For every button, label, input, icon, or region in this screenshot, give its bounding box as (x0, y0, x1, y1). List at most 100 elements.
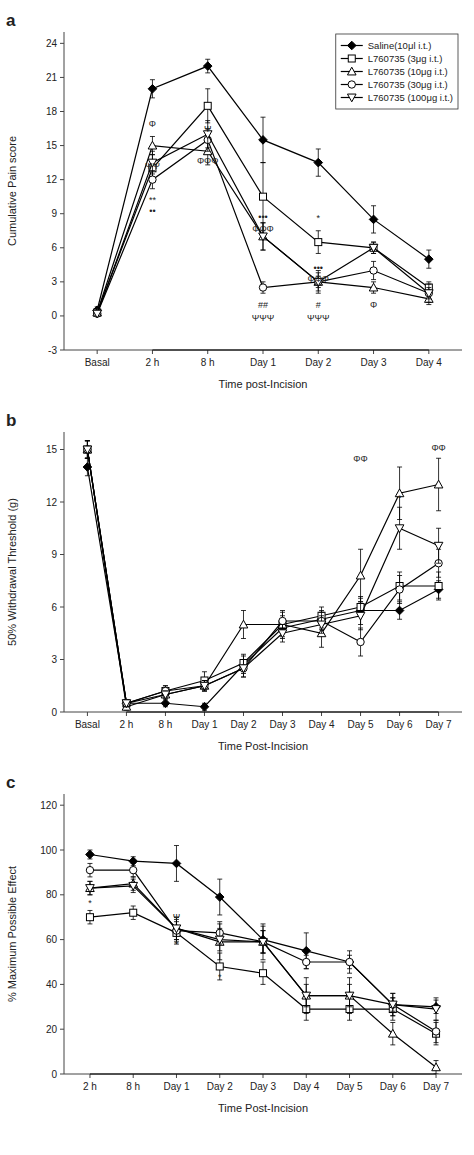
data-point (93, 310, 102, 318)
data-point (259, 284, 266, 291)
annotation: ΦΦΦ (197, 156, 219, 166)
data-point (279, 617, 286, 624)
figure: a-303691215182124Basal2 h8 hDay 1Day 2Da… (0, 0, 474, 1155)
data-point (315, 239, 322, 246)
y-tick (60, 179, 64, 180)
x-tick-label: 8 h (201, 357, 215, 368)
y-tick-label: 12 (46, 174, 58, 185)
data-point (432, 1063, 441, 1071)
legend-label: L760735 (100μg i.t.) (368, 92, 453, 103)
y-axis-label: 50% Withdrawal Threshold (g) (6, 498, 18, 646)
y-axis-line (64, 432, 65, 712)
bracket (152, 349, 428, 350)
data-point (216, 963, 223, 970)
plot-area (86, 846, 441, 1074)
data-point (302, 947, 311, 956)
y-tick-label: 9 (51, 549, 57, 560)
data-point (395, 525, 404, 533)
data-point (425, 255, 434, 264)
data-point (86, 885, 95, 893)
legend-marker (347, 41, 356, 50)
x-axis-label: Time Post-Incision (218, 1102, 308, 1114)
annotation: ΦΦΦ (308, 274, 330, 284)
x-tick-label: Day 1 (191, 719, 218, 730)
y-tick-label: 60 (46, 934, 58, 945)
data-point (356, 612, 365, 620)
error-bar (87, 910, 92, 923)
data-point (369, 244, 378, 252)
data-point (86, 914, 93, 921)
y-tick-label: 12 (46, 497, 58, 508)
y-tick-label: 6 (51, 602, 57, 613)
annotation: * (175, 939, 179, 949)
y-tick-label: 15 (46, 140, 58, 151)
x-axis-line (64, 1074, 462, 1075)
data-point (86, 884, 95, 892)
y-tick-label: 3 (51, 276, 57, 287)
legend-item: L760735 (3μg i.t.) (341, 53, 443, 64)
series (93, 136, 433, 315)
y-tick (60, 939, 64, 940)
x-axis-label: Time post-Incision (219, 378, 308, 390)
data-point (239, 620, 248, 628)
y-tick (60, 350, 64, 351)
series (86, 846, 441, 1016)
x-tick-label: Basal (75, 719, 100, 730)
data-point (123, 700, 130, 707)
data-point (425, 290, 434, 298)
data-point (172, 925, 181, 933)
x-tick-label: Day 1 (250, 357, 277, 368)
x-tick-label: Day 5 (336, 1081, 363, 1092)
x-tick-label: 8 h (158, 719, 172, 730)
error-bar (131, 906, 136, 919)
legend-label: L760735 (3μg i.t.) (368, 53, 443, 64)
data-point (260, 193, 267, 200)
data-point (123, 700, 130, 707)
data-point (200, 681, 209, 689)
annotation: ΨΨΨ (252, 313, 275, 323)
data-point (396, 586, 403, 593)
y-axis-line (64, 794, 65, 1074)
error-bar (205, 89, 210, 123)
series-line (90, 886, 436, 1009)
data-point (302, 992, 311, 1000)
series-line (90, 854, 436, 1006)
data-point (425, 290, 432, 297)
series (93, 129, 432, 318)
data-point (161, 699, 170, 708)
y-tick-label: -3 (48, 345, 57, 356)
annotation: ΦΦ (353, 454, 367, 464)
legend: Saline(10μl i.t.) L760735 (3μg i.t.) L7607… (336, 34, 458, 109)
annotation: Φ (149, 119, 156, 129)
data-point (259, 938, 268, 946)
data-point (395, 606, 404, 615)
y-tick-label: 18 (46, 106, 58, 117)
data-point (83, 445, 92, 453)
series-line (90, 913, 436, 1034)
series-line (87, 450, 438, 704)
data-point (203, 62, 212, 71)
data-point (130, 866, 137, 873)
data-point (240, 665, 247, 672)
y-tick (60, 712, 64, 713)
x-tick-label: 2 h (119, 719, 133, 730)
x-tick-label: 8 h (126, 1081, 140, 1092)
data-point (434, 480, 443, 488)
series-line (87, 450, 438, 704)
data-point (215, 893, 224, 902)
y-tick-label: 24 (46, 38, 58, 49)
annotation: ΦΦ (431, 443, 445, 453)
x-tick-label: Day 2 (207, 1081, 234, 1092)
x-tick (97, 350, 98, 354)
data-point (122, 700, 131, 708)
annotation: ΦΦΦ (252, 224, 274, 234)
legend-label: Saline(10μl i.t.) (368, 40, 432, 51)
legend-item: L760735 (10μg i.t.) (341, 66, 448, 77)
series-line (97, 146, 429, 313)
y-tick (60, 1029, 64, 1030)
data-point (278, 630, 287, 638)
x-tick-label: Day 2 (230, 719, 257, 730)
y-tick (60, 449, 64, 450)
error-bar (316, 231, 321, 254)
x-tick-label: Day 6 (380, 1081, 407, 1092)
